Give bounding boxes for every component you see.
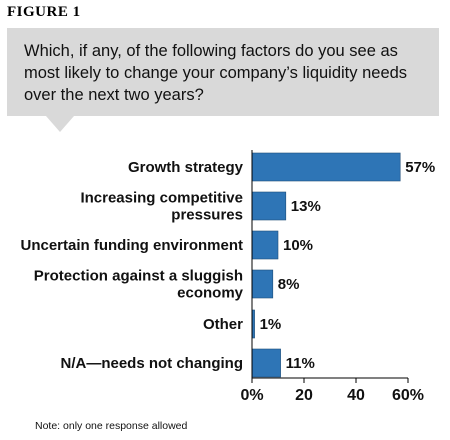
x-tick-label: 60% xyxy=(392,387,424,404)
bar xyxy=(251,348,281,378)
category-label: Uncertain funding environment xyxy=(20,237,243,254)
question-callout: Which, if any, of the following factors … xyxy=(7,28,439,116)
value-label: 10% xyxy=(283,237,313,254)
bar xyxy=(251,269,274,299)
x-tick-label: 40 xyxy=(347,387,365,404)
bar xyxy=(251,191,287,221)
bar xyxy=(251,152,401,182)
bar xyxy=(251,230,279,260)
category-label: Growth strategy xyxy=(128,159,244,176)
value-label: 1% xyxy=(260,316,282,333)
category-label: N/A—needs not changing xyxy=(60,355,243,372)
x-tick-label: 0% xyxy=(240,387,263,404)
callout-pointer xyxy=(46,116,74,132)
value-label: 13% xyxy=(291,198,321,215)
value-label: 57% xyxy=(405,159,435,176)
category-label: economy xyxy=(177,285,244,302)
value-label: 8% xyxy=(278,276,300,293)
category-label: Protection against a sluggish xyxy=(34,268,243,285)
category-label: Increasing competitive xyxy=(80,190,243,207)
x-tick-label: 20 xyxy=(295,387,313,404)
category-label: pressures xyxy=(171,207,243,224)
footnote: Note: only one response allowed xyxy=(35,420,188,432)
category-label: Other xyxy=(203,316,243,333)
question-text: Which, if any, of the following factors … xyxy=(24,42,408,104)
value-label: 11% xyxy=(286,355,315,372)
figure-label: FIGURE 1 xyxy=(7,4,81,20)
